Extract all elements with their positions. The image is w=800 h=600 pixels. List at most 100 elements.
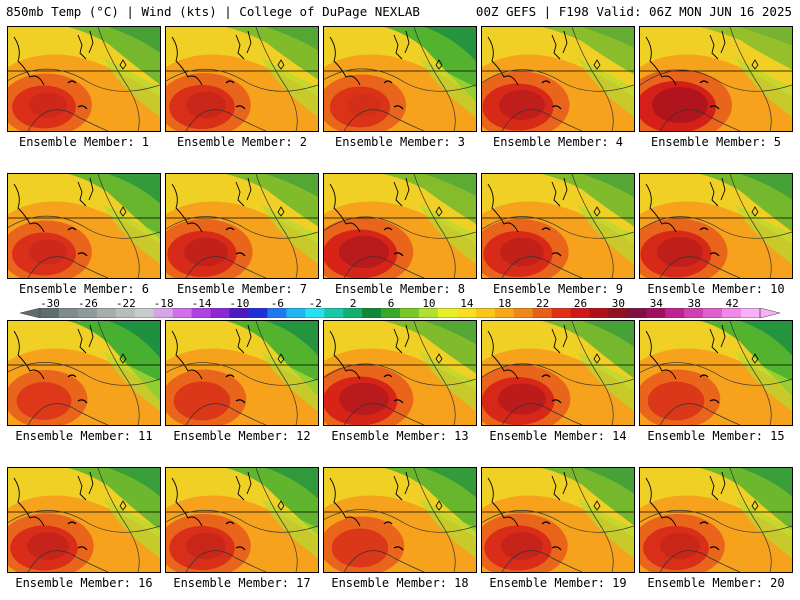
color-scale-swatch: [741, 308, 761, 318]
color-scale-swatch: [532, 308, 552, 318]
color-scale-swatch: [418, 308, 439, 318]
ensemble-member-label: Ensemble Member: 7: [176, 282, 308, 296]
color-scale-tick-label: 30: [611, 297, 626, 310]
ensemble-member-map: [639, 467, 793, 573]
ensemble-member-label: Ensemble Member: 5: [650, 135, 782, 149]
ensemble-member-map: [481, 173, 635, 279]
color-scale-swatch: [362, 308, 382, 318]
color-scale-swatch: [324, 308, 344, 318]
color-scale-swatch: [400, 308, 420, 318]
color-scale-tick-label: -22: [115, 297, 136, 310]
color-scale-tick-label: -18: [153, 297, 174, 310]
ensemble-member-label: Ensemble Member: 3: [334, 135, 466, 149]
color-scale-tick-label: -2: [308, 297, 322, 310]
color-scale-swatch: [248, 308, 268, 318]
color-scale-swatch: [343, 308, 363, 318]
ensemble-member-map: [165, 173, 319, 279]
color-scale-swatch: [96, 308, 117, 318]
color-scale-swatch: [381, 308, 401, 318]
ensemble-member-map: [481, 26, 635, 132]
color-scale-swatch: [551, 308, 571, 318]
ensemble-member-label: Ensemble Member: 11: [15, 429, 153, 443]
ensemble-member-map: [7, 320, 161, 426]
color-scale-swatch: [456, 308, 477, 318]
ensemble-member-label: Ensemble Member: 16: [15, 576, 153, 590]
ensemble-member-map: [7, 26, 161, 132]
ensemble-member-map: [639, 173, 793, 279]
ensemble-member-map: [165, 467, 319, 573]
ensemble-member-label: Ensemble Member: 14: [489, 429, 627, 443]
ensemble-member-map: [7, 173, 161, 279]
color-scale-tick-label: 38: [687, 297, 701, 310]
color-scale-tick-label: -30: [40, 297, 60, 310]
ensemble-member-map: [7, 467, 161, 573]
color-scale-tick-label: 42: [725, 297, 739, 310]
color-scale-swatch: [305, 308, 325, 318]
ensemble-member-label: Ensemble Member: 17: [173, 576, 311, 590]
color-scale-tick-label: 14: [460, 297, 474, 310]
ensemble-member-label: Ensemble Member: 1: [18, 135, 150, 149]
color-scale-swatch: [703, 308, 723, 318]
ensemble-member-label: Ensemble Member: 6: [18, 282, 150, 296]
ensemble-member-map: [323, 467, 477, 573]
ensemble-member-label: Ensemble Member: 4: [492, 135, 624, 149]
ensemble-member-label: Ensemble Member: 19: [489, 576, 627, 590]
color-scale-swatch: [570, 308, 590, 318]
ensemble-member-map: [165, 26, 319, 132]
color-scale-swatch: [589, 308, 609, 318]
color-scale-tick-label: 10: [422, 297, 436, 310]
ensemble-member-label: Ensemble Member: 15: [647, 429, 785, 443]
color-scale-swatch: [210, 308, 230, 318]
color-scale-swatch: [229, 308, 249, 318]
run-valid-time: 00Z GEFS | F198 Valid: 06Z MON JUN 16 20…: [475, 4, 792, 19]
color-scale-swatch: [267, 308, 287, 318]
color-scale-tick-label: -10: [229, 297, 250, 310]
ensemble-member-map: [481, 320, 635, 426]
ensemble-member-map: [639, 320, 793, 426]
ensemble-member-label: Ensemble Member: 20: [647, 576, 785, 590]
color-scale-swatch: [722, 308, 742, 318]
color-scale-tick-label: 2: [349, 297, 357, 310]
color-scale-min-arrow: [20, 308, 41, 318]
color-scale-swatch: [475, 308, 496, 318]
color-scale-swatch: [646, 308, 666, 318]
color-scale-tick-label: 18: [498, 297, 512, 310]
ensemble-member-map: [481, 467, 635, 573]
ensemble-member-label: Ensemble Member: 2: [176, 135, 308, 149]
color-scale-tick-label: 34: [649, 297, 663, 310]
ensemble-member-label: Ensemble Member: 13: [331, 429, 469, 443]
ensemble-member-map: [323, 320, 477, 426]
color-scale-swatch: [627, 308, 647, 318]
color-scale-max-arrow: [759, 308, 780, 318]
color-scale-swatch: [286, 308, 306, 318]
ensemble-member-map: [323, 26, 477, 132]
color-scale-swatch: [665, 308, 685, 318]
color-scale-swatch: [40, 308, 60, 318]
color-scale-swatch: [437, 308, 458, 318]
color-scale-tick-label: -14: [191, 297, 212, 310]
color-scale-swatch: [684, 308, 704, 318]
color-scale-swatch: [513, 308, 533, 318]
color-scale-swatch: [77, 308, 98, 318]
ensemble-member-label: Ensemble Member: 9: [492, 282, 624, 296]
map-title: 850mb Temp (°C) | Wind (kts) | College o…: [6, 4, 420, 19]
ensemble-member-label: Ensemble Member: 10: [647, 282, 785, 296]
color-scale-tick-label: -6: [270, 297, 284, 310]
color-scale-swatch: [115, 308, 136, 318]
color-scale-swatch: [191, 308, 211, 318]
color-scale-tick-label: 6: [387, 297, 395, 310]
ensemble-member-map: [639, 26, 793, 132]
color-scale-swatch: [153, 308, 173, 318]
color-scale-tick-label: -26: [77, 297, 98, 310]
color-scale-swatch: [608, 308, 628, 318]
temperature-color-scale: [20, 308, 780, 318]
ensemble-member-label: Ensemble Member: 18: [331, 576, 469, 590]
ensemble-member-map: [323, 173, 477, 279]
color-scale-tick-label: 26: [573, 297, 588, 310]
ensemble-member-map: [165, 320, 319, 426]
color-scale-swatch: [494, 308, 514, 318]
ensemble-member-label: Ensemble Member: 8: [334, 282, 466, 296]
color-scale-swatch: [134, 308, 154, 318]
color-scale-swatch: [172, 308, 192, 318]
color-scale-swatch: [58, 308, 79, 318]
